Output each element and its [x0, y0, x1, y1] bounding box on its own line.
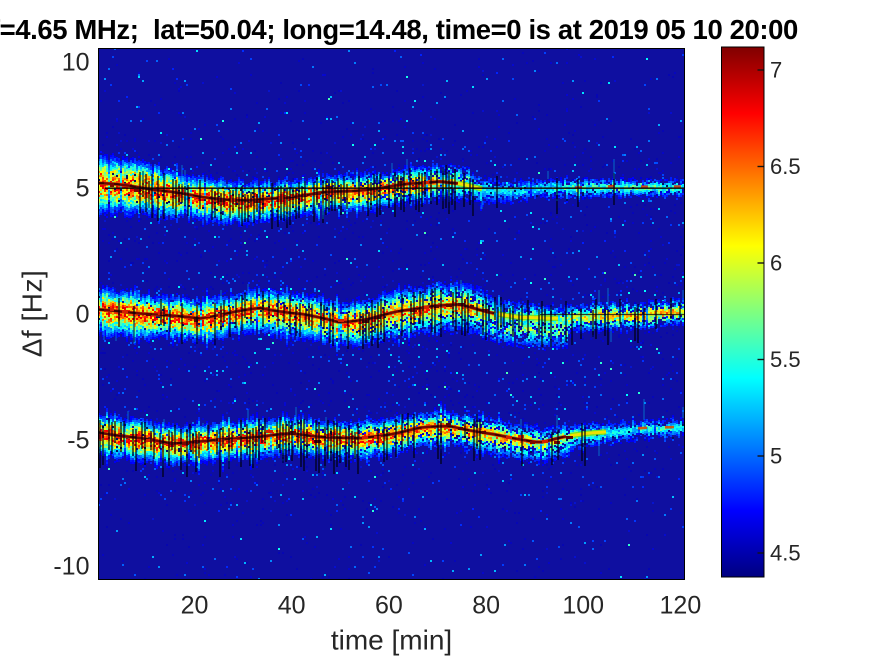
svg-text:80: 80	[472, 592, 500, 620]
svg-text:5: 5	[770, 444, 782, 469]
svg-text:-5: -5	[67, 427, 89, 455]
svg-text:6.5: 6.5	[770, 154, 801, 179]
svg-text:Δf [Hz]: Δf [Hz]	[16, 270, 47, 358]
svg-text:5: 5	[76, 175, 90, 203]
svg-text:6: 6	[770, 251, 782, 276]
svg-text:120: 120	[660, 592, 702, 620]
svg-text:5.5: 5.5	[770, 347, 801, 372]
svg-text:4.5: 4.5	[770, 541, 801, 566]
svg-text:40: 40	[278, 592, 306, 620]
svg-text:100: 100	[562, 592, 604, 620]
svg-text:0: 0	[76, 301, 90, 329]
svg-text:20: 20	[181, 592, 209, 620]
svg-text:10: 10	[62, 49, 90, 77]
svg-text:7: 7	[770, 58, 782, 83]
svg-text:60: 60	[375, 592, 403, 620]
svg-text:f=4.65 MHz; lat=50.04; long=1: f=4.65 MHz; lat=50.04; long=14.48, time=…	[0, 14, 798, 45]
svg-text:time [min]: time [min]	[331, 625, 452, 656]
svg-text:-10: -10	[53, 552, 89, 580]
